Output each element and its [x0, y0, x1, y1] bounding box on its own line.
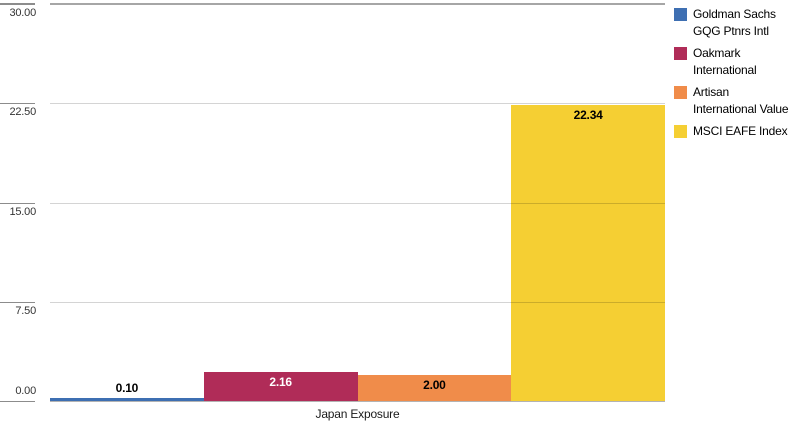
gridline-15: [50, 203, 665, 204]
bar-artisan-international-value[interactable]: [357, 375, 512, 401]
bar-msci-eafe-index[interactable]: [511, 105, 665, 401]
legend-swatch-msci-eafe-index: [674, 125, 687, 138]
y-tick-label-30: 30.00: [9, 7, 36, 19]
gridline-0: [50, 401, 665, 402]
y-tick-label-0: 0.00: [15, 385, 36, 397]
gridline-22.5: [50, 103, 665, 104]
tick-mark-30: [0, 3, 35, 5]
tick-mark-22.5: [0, 103, 35, 104]
value-label-msci-eafe-index: 22.34: [573, 108, 603, 122]
value-label-artisan-international-value: 2.00: [423, 378, 446, 392]
legend-item-goldman-sachs-gqg-ptnrs-intl[interactable]: Goldman Sachs GQG Ptnrs Intl: [674, 6, 800, 40]
legend-label-oakmark-international: Oakmark International: [693, 46, 757, 77]
legend: Goldman Sachs GQG Ptnrs Intl Oakmark Intern…: [674, 6, 800, 145]
legend-item-oakmark-international[interactable]: Oakmark International: [674, 45, 800, 79]
bar-oakmark-international[interactable]: [203, 372, 358, 401]
bar-goldman-sachs-gqg-ptnrs-intl[interactable]: [50, 398, 204, 401]
value-label-oakmark-international: 2.16: [269, 375, 292, 389]
legend-item-msci-eafe-index[interactable]: MSCI EAFE Index: [674, 123, 800, 140]
legend-label-goldman-sachs-gqg-ptnrs-intl: Goldman Sachs GQG Ptnrs Intl: [693, 7, 776, 38]
y-tick-label-22.5: 22.50: [9, 106, 36, 118]
legend-swatch-artisan-international-value: [674, 86, 687, 99]
legend-label-msci-eafe-index: MSCI EAFE Index: [693, 124, 788, 138]
legend-item-artisan-international-value[interactable]: Artisan International Value: [674, 84, 800, 118]
gridline-7.5: [50, 302, 665, 303]
tick-mark-0: [0, 401, 35, 402]
y-tick-label-15: 15.00: [9, 206, 36, 218]
tick-mark-15: [0, 203, 35, 204]
legend-label-artisan-international-value: Artisan International Value: [693, 85, 789, 116]
x-axis-label: Japan Exposure: [315, 407, 400, 421]
y-tick-label-7.5: 7.50: [15, 305, 36, 317]
value-label-goldman-sachs-gqg-ptnrs-intl: 0.10: [115, 381, 139, 395]
gridline-30: [50, 3, 665, 5]
tick-mark-7.5: [0, 302, 35, 303]
legend-swatch-goldman-sachs-gqg-ptnrs-intl: [674, 8, 687, 21]
legend-swatch-oakmark-international: [674, 47, 687, 60]
